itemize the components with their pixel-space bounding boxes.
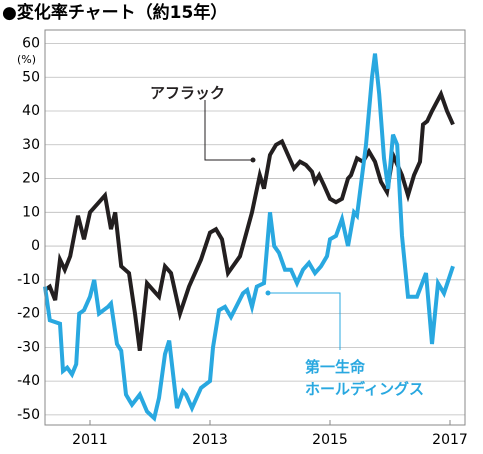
y-unit: (%): [17, 53, 36, 66]
y-tick-label: 10: [22, 204, 40, 220]
y-tick-label: 0: [31, 238, 40, 254]
plot-frame: [44, 29, 466, 426]
y-tick-label: -40: [17, 373, 40, 389]
x-tick-label: 2013: [192, 432, 228, 448]
leader-dot: [250, 157, 256, 163]
y-tick-label: 50: [22, 69, 40, 85]
series-line: [43, 89, 455, 351]
y-tick-label: 20: [22, 171, 40, 187]
series-label: 第一生命 ホールディングス: [305, 358, 424, 398]
y-tick-label: -20: [17, 306, 40, 322]
series-line: [43, 53, 455, 423]
y-tick-label: -50: [17, 407, 40, 423]
leader-line: [268, 292, 341, 350]
y-tick-label: 60: [22, 36, 40, 52]
leader-line: [204, 100, 253, 161]
y-tick-label: 40: [22, 103, 40, 119]
y-tick-label: -30: [17, 339, 40, 355]
x-tick-label: 2017: [432, 432, 468, 448]
x-tick-label: 2015: [312, 432, 348, 448]
series-label: アフラック: [150, 84, 226, 102]
y-tick-label: 30: [22, 137, 40, 153]
leader-dot: [265, 290, 271, 296]
y-tick-label: -10: [17, 272, 40, 288]
chart-title: ●変化率チャート（約15年）: [2, 2, 227, 23]
x-tick-label: 2011: [72, 432, 108, 448]
